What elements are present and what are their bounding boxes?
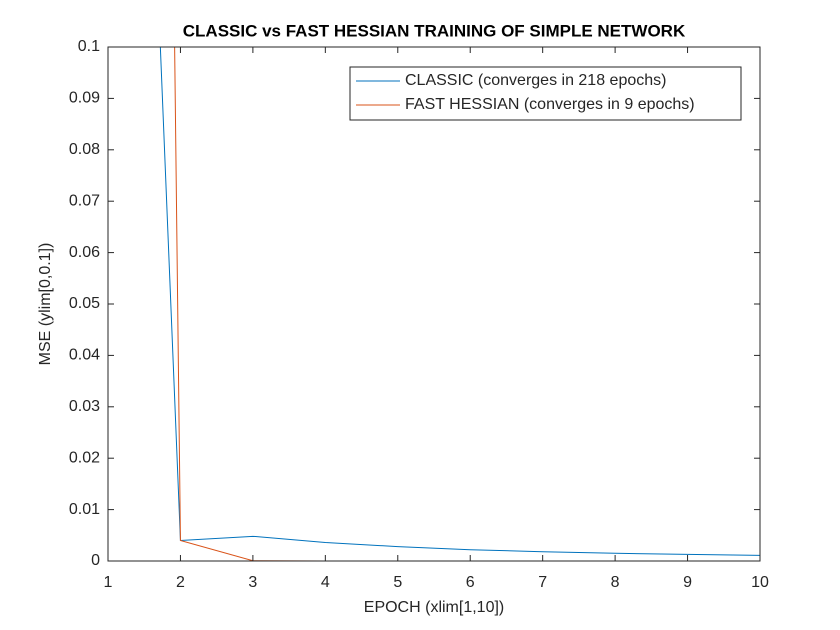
y-tick-label: 0.02 bbox=[69, 449, 100, 466]
legend-label: FAST HESSIAN (converges in 9 epochs) bbox=[405, 96, 695, 113]
y-tick-label: 0.05 bbox=[69, 295, 100, 312]
x-tick-label: 9 bbox=[683, 574, 692, 591]
y-tick-label: 0.09 bbox=[69, 90, 100, 107]
chart-title: CLASSIC vs FAST HESSIAN TRAINING OF SIMP… bbox=[183, 21, 686, 40]
x-tick-label: 4 bbox=[321, 574, 330, 591]
legend-label: CLASSIC (converges in 218 epochs) bbox=[405, 72, 666, 89]
y-tick-label: 0.03 bbox=[69, 398, 100, 415]
plot-area bbox=[108, 47, 760, 561]
y-axis-label: MSE (ylim[0,0.1]) bbox=[37, 243, 54, 366]
x-axis-label: EPOCH (xlim[1,10]) bbox=[364, 599, 504, 616]
legend: CLASSIC (converges in 218 epochs) FAST HE… bbox=[349, 66, 742, 121]
data-line bbox=[159, 47, 760, 556]
x-tick-label: 1 bbox=[104, 574, 113, 591]
y-tick-label: 0.01 bbox=[69, 501, 100, 518]
x-tick-label: 3 bbox=[248, 574, 257, 591]
x-tick-label: 5 bbox=[393, 574, 402, 591]
y-tick-label: 0.06 bbox=[69, 244, 100, 261]
y-tick-label: 0 bbox=[91, 552, 100, 569]
x-tick-label: 8 bbox=[611, 574, 620, 591]
y-tick-label: 0.04 bbox=[69, 347, 100, 364]
x-tick-label: 7 bbox=[538, 574, 547, 591]
y-tick-label: 0.1 bbox=[78, 38, 100, 55]
x-tick-label: 2 bbox=[176, 574, 185, 591]
x-tick-label: 6 bbox=[466, 574, 475, 591]
y-tick-label: 0.07 bbox=[69, 192, 100, 209]
data-line bbox=[174, 47, 760, 561]
legend-box bbox=[349, 66, 742, 121]
x-tick-label: 10 bbox=[751, 574, 769, 591]
lines bbox=[159, 47, 760, 561]
y-tick-label: 0.08 bbox=[69, 141, 100, 158]
